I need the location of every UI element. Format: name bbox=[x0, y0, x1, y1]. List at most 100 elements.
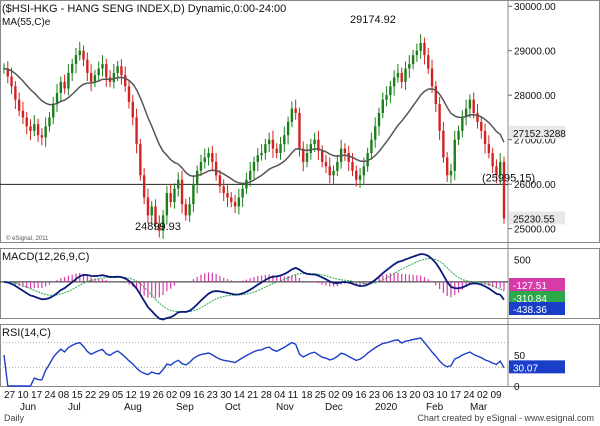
price-bar-body bbox=[499, 161, 502, 176]
price-bar-body bbox=[120, 66, 123, 76]
price-bar-body bbox=[112, 72, 116, 82]
price-bar-body bbox=[245, 179, 248, 189]
rsi-title: RSI(14,C) bbox=[2, 327, 51, 339]
x-month-label: Dec bbox=[325, 402, 343, 413]
price-bar-body bbox=[93, 75, 97, 82]
price-bar-body bbox=[483, 130, 487, 145]
ma-label: MA(55,C)e bbox=[2, 17, 51, 28]
price-bar-body bbox=[495, 166, 498, 176]
x-day-label: 22 bbox=[85, 390, 97, 401]
price-bar-body bbox=[55, 92, 59, 105]
price-bar-body bbox=[74, 55, 78, 65]
price-bar-body bbox=[33, 124, 36, 131]
macd-last: -438.36 bbox=[513, 305, 547, 316]
x-day-label: 26 bbox=[153, 390, 165, 401]
price-bar-body bbox=[203, 157, 206, 162]
x-day-label: 09 bbox=[180, 390, 192, 401]
macd-hist-last: -127.51 bbox=[513, 281, 547, 292]
price-bar-body bbox=[127, 86, 131, 102]
x-month-label: Mar bbox=[470, 402, 488, 413]
x-day-label: 09 bbox=[490, 390, 502, 401]
price-bar-body bbox=[44, 126, 47, 138]
macd-hist-last-bg bbox=[509, 278, 565, 291]
rsi-line bbox=[3, 337, 505, 387]
pane-border-3 bbox=[0, 324, 600, 387]
price-bar-body bbox=[309, 144, 313, 154]
price-bar-body bbox=[184, 204, 188, 216]
x-month-label: Aug bbox=[124, 402, 142, 413]
price-bar-body bbox=[453, 139, 456, 171]
price-bar-body bbox=[161, 215, 165, 231]
price-bar-body bbox=[207, 153, 210, 158]
price-bar-body bbox=[63, 81, 66, 89]
x-day-label: 18 bbox=[301, 390, 313, 401]
price-bar-body bbox=[430, 68, 434, 87]
macd-title: MACD(12,26,9,C) bbox=[2, 251, 89, 263]
price-bar-body bbox=[457, 130, 460, 140]
price-bar-body bbox=[343, 148, 347, 154]
price-bar-body bbox=[279, 144, 282, 154]
price-bar-body bbox=[165, 193, 169, 216]
price-bar-body bbox=[21, 110, 25, 118]
price-bar-body bbox=[211, 153, 214, 162]
price-bar-body bbox=[370, 139, 373, 154]
price-bar-body bbox=[324, 161, 328, 167]
price-bar-body bbox=[158, 224, 161, 231]
price-bar-body bbox=[173, 188, 176, 202]
x-day-label: 02 bbox=[328, 390, 340, 401]
price-bar-body bbox=[29, 126, 32, 131]
x-day-label: 25 bbox=[315, 390, 327, 401]
price-tick-label: 29000.00 bbox=[514, 47, 556, 58]
x-day-label: 11 bbox=[288, 390, 299, 401]
price-bar-body bbox=[298, 112, 301, 149]
price-bar-body bbox=[199, 161, 203, 171]
price-bar-body bbox=[188, 204, 191, 216]
x-day-label: 10 bbox=[436, 390, 448, 401]
price-bar-body bbox=[264, 144, 267, 154]
macd-signal-line bbox=[3, 258, 505, 313]
price-bar-body bbox=[192, 184, 195, 205]
footer-left: Daily bbox=[4, 413, 25, 423]
x-day-label: 02 bbox=[166, 390, 178, 401]
x-day-label: 16 bbox=[193, 390, 205, 401]
x-day-label: 16 bbox=[355, 390, 367, 401]
price-bar-body bbox=[78, 50, 81, 56]
price-bar-body bbox=[286, 121, 290, 136]
price-bar-body bbox=[476, 112, 479, 122]
price-bar-body bbox=[131, 101, 134, 118]
price-bar-body bbox=[222, 186, 225, 194]
price-bar-body bbox=[396, 72, 400, 78]
price-bar-body bbox=[169, 193, 172, 202]
price-bar-body bbox=[438, 104, 441, 131]
price-tick-label: 26000.00 bbox=[514, 180, 556, 191]
moving-average-line bbox=[3, 67, 505, 185]
price-bar-body bbox=[135, 117, 138, 145]
price-bar-body bbox=[302, 148, 305, 162]
price-bar-body bbox=[124, 75, 127, 87]
x-day-label: 27 bbox=[4, 390, 16, 401]
price-bar-body bbox=[400, 72, 403, 82]
price-bar-body bbox=[381, 99, 384, 113]
price-bar-body bbox=[40, 135, 44, 138]
price-bar-body bbox=[249, 170, 252, 180]
price-tick-label: 25000.00 bbox=[514, 225, 556, 236]
x-day-label: 10 bbox=[18, 390, 30, 401]
price-bar-body bbox=[25, 117, 28, 127]
price-bar-body bbox=[48, 117, 51, 127]
x-day-label: 21 bbox=[247, 390, 259, 401]
price-bar-body bbox=[146, 197, 150, 216]
x-month-label: Jul bbox=[68, 402, 81, 413]
price-bar-body bbox=[260, 153, 263, 156]
x-day-label: 12 bbox=[126, 390, 138, 401]
price-bar-body bbox=[411, 55, 415, 65]
price-bar-body bbox=[336, 161, 339, 171]
macd-tick-label: 500 bbox=[514, 255, 531, 266]
price-bar-body bbox=[442, 130, 445, 158]
price-bars bbox=[2, 34, 506, 239]
x-day-label: 23 bbox=[207, 390, 219, 401]
price-bar-body bbox=[385, 95, 388, 100]
price-bar-body bbox=[305, 153, 309, 162]
x-month-label: 2020 bbox=[375, 402, 398, 413]
x-day-label: 15 bbox=[72, 390, 84, 401]
last-price-value-bg bbox=[509, 211, 565, 225]
